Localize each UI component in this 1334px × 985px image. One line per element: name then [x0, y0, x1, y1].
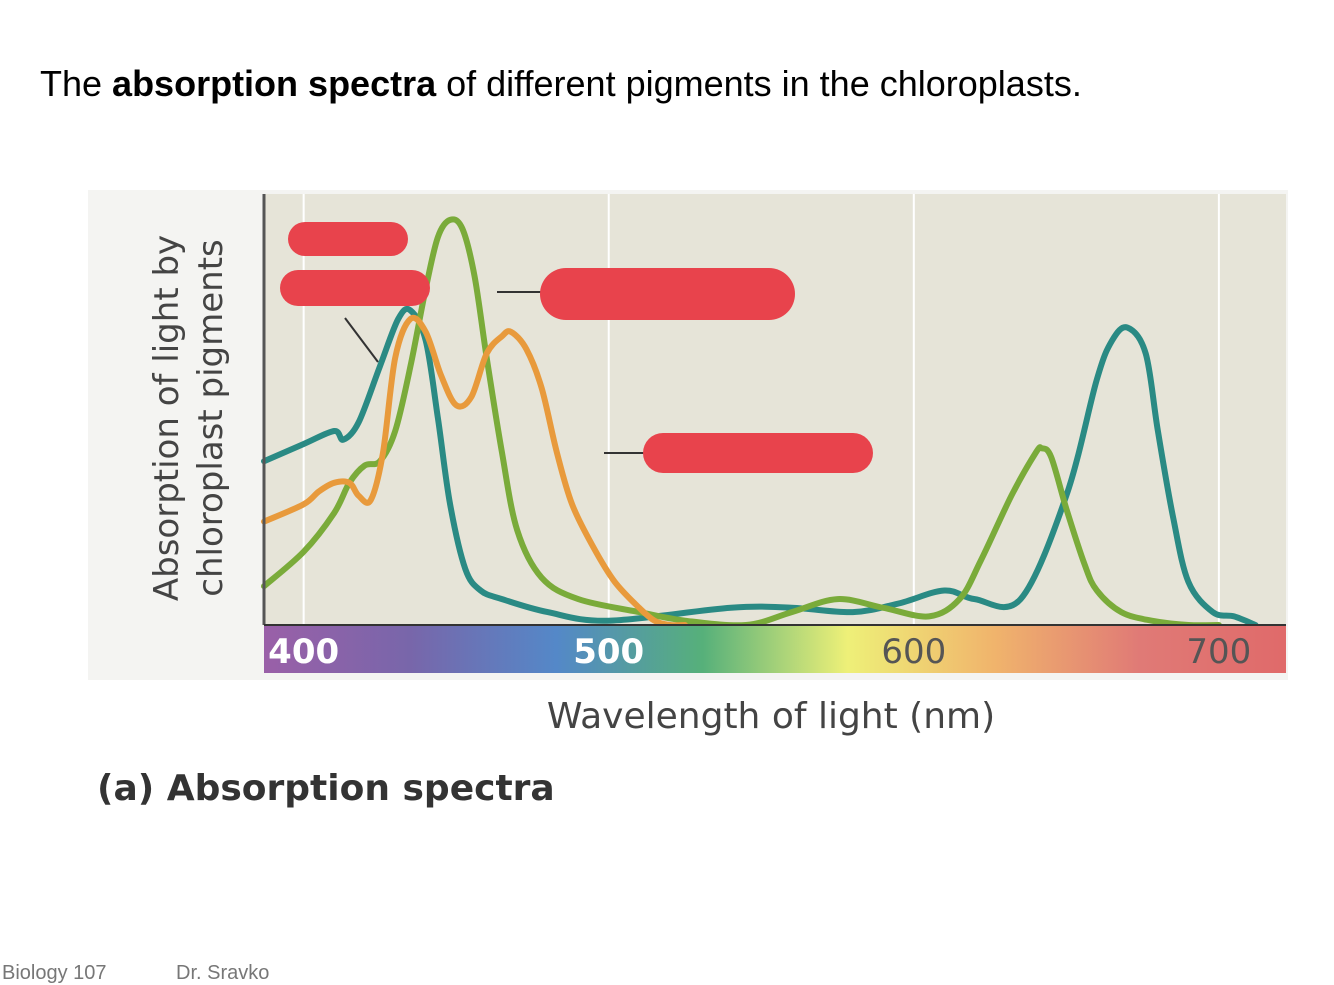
footer-course: Biology 107	[2, 962, 107, 984]
spectrum-bar	[264, 626, 1286, 673]
title-bold: absorption spectra	[112, 63, 437, 104]
series-layer	[261, 216, 1259, 629]
series-line-1	[261, 305, 1259, 628]
x-tick-label: 500	[573, 632, 644, 672]
plot-area	[264, 194, 1286, 625]
x-tick-label: 600	[881, 632, 946, 672]
slide-title: The absorption spectra of different pigm…	[40, 62, 1082, 106]
title-prefix: The	[40, 63, 113, 104]
footer-author: Dr. Sravko	[176, 962, 270, 984]
y-axis-label-2: chloroplast pigments	[191, 239, 231, 596]
title-suffix: of different pigments in the chloroplast…	[436, 63, 1082, 104]
redaction-marks	[280, 222, 873, 473]
redaction-mark	[643, 433, 873, 473]
redaction-mark	[280, 270, 430, 306]
x-axis-label: Wavelength of light (nm)	[547, 696, 995, 737]
tick-labels: 400 500 600 700	[268, 632, 1251, 672]
redaction-mark	[540, 268, 795, 320]
leader-lines	[344, 291, 650, 454]
x-tick-label: 700	[1186, 632, 1251, 672]
x-tick-label: 400	[268, 632, 339, 672]
y-axis-label: Absorption of light by	[147, 235, 187, 601]
redaction-mark	[288, 222, 408, 256]
series-line-3	[261, 314, 688, 629]
chart-caption: (a) Absorption spectra	[97, 768, 555, 809]
